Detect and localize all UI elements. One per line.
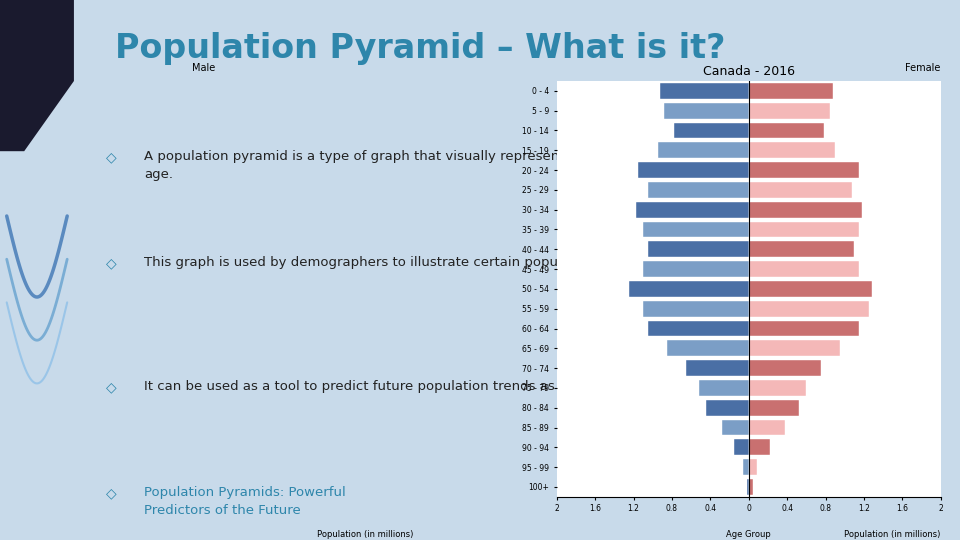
Bar — [660, 83, 749, 99]
Bar — [643, 301, 749, 316]
Bar — [749, 360, 821, 376]
Text: ◇: ◇ — [106, 487, 116, 501]
Bar — [749, 281, 872, 297]
Bar — [686, 360, 749, 376]
Bar — [638, 162, 749, 178]
Bar — [722, 420, 749, 435]
Bar — [749, 123, 824, 138]
Bar — [648, 321, 749, 336]
Bar — [749, 83, 833, 99]
Bar — [749, 261, 859, 277]
Bar — [749, 221, 859, 238]
Polygon shape — [0, 0, 74, 151]
Bar — [749, 162, 859, 178]
Text: Population (in millions): Population (in millions) — [845, 530, 941, 539]
Text: ◇: ◇ — [106, 150, 116, 164]
Bar — [664, 103, 749, 119]
Bar — [749, 202, 862, 218]
Bar — [749, 420, 785, 435]
Bar — [636, 202, 749, 218]
Bar — [749, 479, 753, 495]
Bar — [674, 123, 749, 138]
Bar — [734, 440, 749, 455]
Text: Population (in millions): Population (in millions) — [317, 530, 413, 539]
Bar — [648, 182, 749, 198]
Bar — [749, 459, 757, 475]
Title: Canada - 2016: Canada - 2016 — [703, 65, 795, 78]
Text: Age Group: Age Group — [727, 530, 771, 539]
Text: ◇: ◇ — [106, 380, 116, 394]
Text: A population pyramid is a type of graph that visually represents the population : A population pyramid is a type of graph … — [144, 150, 940, 181]
Text: Population Pyramids: Powerful
Predictors of the Future: Population Pyramids: Powerful Predictors… — [144, 487, 346, 517]
Bar — [749, 380, 806, 396]
Bar — [749, 143, 835, 158]
Bar — [749, 241, 854, 257]
Text: ◇: ◇ — [106, 256, 116, 270]
Bar — [648, 241, 749, 257]
Bar — [749, 321, 859, 336]
Bar — [667, 340, 749, 356]
Bar — [643, 221, 749, 238]
Text: Female: Female — [905, 63, 941, 73]
Bar — [749, 400, 799, 416]
Bar — [747, 479, 749, 495]
Bar — [643, 261, 749, 277]
Text: Population Pyramid – What is it?: Population Pyramid – What is it? — [115, 32, 726, 65]
Bar — [749, 301, 869, 316]
Bar — [699, 380, 749, 396]
Bar — [749, 182, 852, 198]
Text: Male: Male — [192, 63, 215, 73]
Bar — [749, 103, 830, 119]
Bar — [658, 143, 749, 158]
Text: This graph is used by demographers to illustrate certain population characterist: This graph is used by demographers to il… — [144, 256, 784, 269]
Text: It can be used as a tool to predict future population trends as well as to help : It can be used as a tool to predict futu… — [144, 380, 898, 393]
Bar — [629, 281, 749, 297]
Bar — [706, 400, 749, 416]
Bar — [749, 440, 770, 455]
Bar — [743, 459, 749, 475]
Bar — [749, 340, 840, 356]
